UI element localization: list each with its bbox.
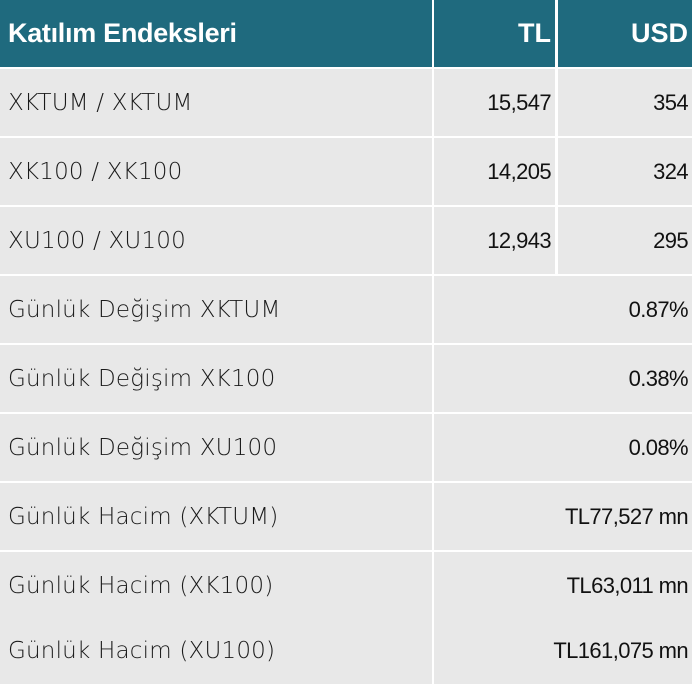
row-label: XK100 / XK100 — [0, 138, 432, 205]
row-value: 0.87% — [434, 276, 692, 343]
tl-value: 14,205 — [434, 138, 555, 205]
table-row: Günlük Hacim (XKTUM) TL77,527 mn — [0, 483, 692, 550]
row-label: Günlük Değişim XKTUM — [0, 276, 432, 343]
row-value: 0.38% — [434, 345, 692, 412]
table-row: Günlük Değişim XU100 0.08% — [0, 414, 692, 481]
row-value: TL63,011 mn — [434, 552, 692, 619]
row-label: Günlük Hacim (XU100) — [0, 617, 432, 684]
column-header-usd: USD — [558, 0, 692, 67]
row-label: Günlük Hacim (XK100) — [0, 552, 432, 619]
table-title: Katılım Endeksleri — [0, 0, 432, 67]
table-row: Günlük Hacim (XU100) TL161,075 mn — [0, 617, 692, 684]
table-row: Günlük Değişim XKTUM 0.87% — [0, 276, 692, 343]
row-label: XKTUM / XKTUM — [0, 69, 432, 136]
row-value: 0.08% — [434, 414, 692, 481]
tl-value: 12,943 — [434, 207, 555, 274]
usd-value: 324 — [558, 138, 692, 205]
table-row: XK100 / XK100 14,205 324 — [0, 138, 692, 205]
row-label: XU100 / XU100 — [0, 207, 432, 274]
row-label: Günlük Hacim (XKTUM) — [0, 483, 432, 550]
row-value: TL161,075 mn — [434, 617, 692, 684]
table-row: Günlük Hacim (XK100) TL63,011 mn — [0, 552, 692, 619]
tl-value: 15,547 — [434, 69, 555, 136]
row-value: TL77,527 mn — [434, 483, 692, 550]
usd-value: 295 — [558, 207, 692, 274]
table-row: XU100 / XU100 12,943 295 — [0, 207, 692, 274]
table-row: XKTUM / XKTUM 15,547 354 — [0, 69, 692, 136]
table-row: Günlük Değişim XK100 0.38% — [0, 345, 692, 412]
usd-value: 354 — [558, 69, 692, 136]
column-header-tl: TL — [434, 0, 555, 67]
table-header: Katılım Endeksleri TL USD — [0, 0, 692, 67]
row-label: Günlük Değişim XK100 — [0, 345, 432, 412]
row-label: Günlük Değişim XU100 — [0, 414, 432, 481]
